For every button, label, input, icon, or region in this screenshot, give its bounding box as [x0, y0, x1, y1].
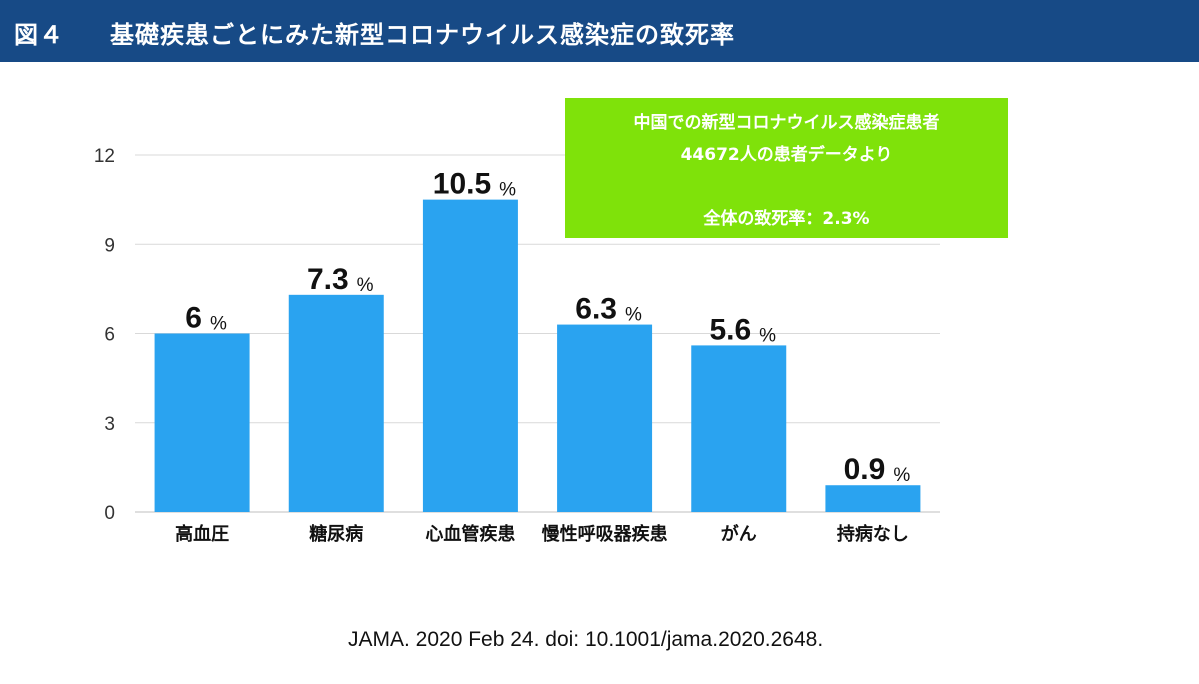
y-tick-label: 0 — [104, 503, 115, 524]
bar — [557, 324, 653, 512]
x-tick-label: がん — [721, 523, 757, 545]
info-line-patients: 中国での新型コロナウイルス感染症患者 — [633, 113, 940, 133]
info-box: 中国での新型コロナウイルス感染症患者 44672人の患者データより 全体の致死率… — [565, 98, 1008, 238]
data-label: 7.3% — [307, 263, 374, 296]
y-tick-label: 9 — [104, 235, 115, 256]
bar — [422, 199, 518, 512]
bar — [825, 485, 921, 512]
y-tick-label: 3 — [104, 414, 115, 435]
x-tick-label: 糖尿病 — [309, 523, 363, 545]
x-tick-label: 持病なし — [837, 523, 909, 545]
y-tick-label: 6 — [104, 325, 115, 346]
data-label: 10.5% — [433, 168, 516, 201]
x-tick-label: 心血管疾患 — [425, 523, 515, 545]
data-label: 5.6% — [709, 313, 776, 346]
bar — [154, 333, 250, 512]
x-tick-label: 高血圧 — [175, 523, 229, 545]
data-label: 6% — [185, 302, 227, 335]
x-tick-label: 慢性呼吸器疾患 — [542, 523, 668, 545]
data-label: 0.9% — [844, 453, 911, 486]
figure-number: 図４ — [14, 21, 64, 49]
y-tick-label: 12 — [94, 146, 115, 167]
bar — [288, 294, 384, 512]
info-line-overall-rate: 全体の致死率：2.3% — [703, 209, 870, 229]
info-line-count: 44672人の患者データより — [680, 145, 893, 165]
title-bar: 図４ 基礎疾患ごとにみた新型コロナウイルス感染症の致死率 — [0, 0, 1199, 62]
chart-title: 基礎疾患ごとにみた新型コロナウイルス感染症の致死率 — [110, 21, 735, 49]
data-label: 6.3% — [575, 293, 642, 326]
source-citation: JAMA. 2020 Feb 24. doi: 10.1001/jama.202… — [348, 628, 824, 651]
bar — [691, 345, 787, 512]
